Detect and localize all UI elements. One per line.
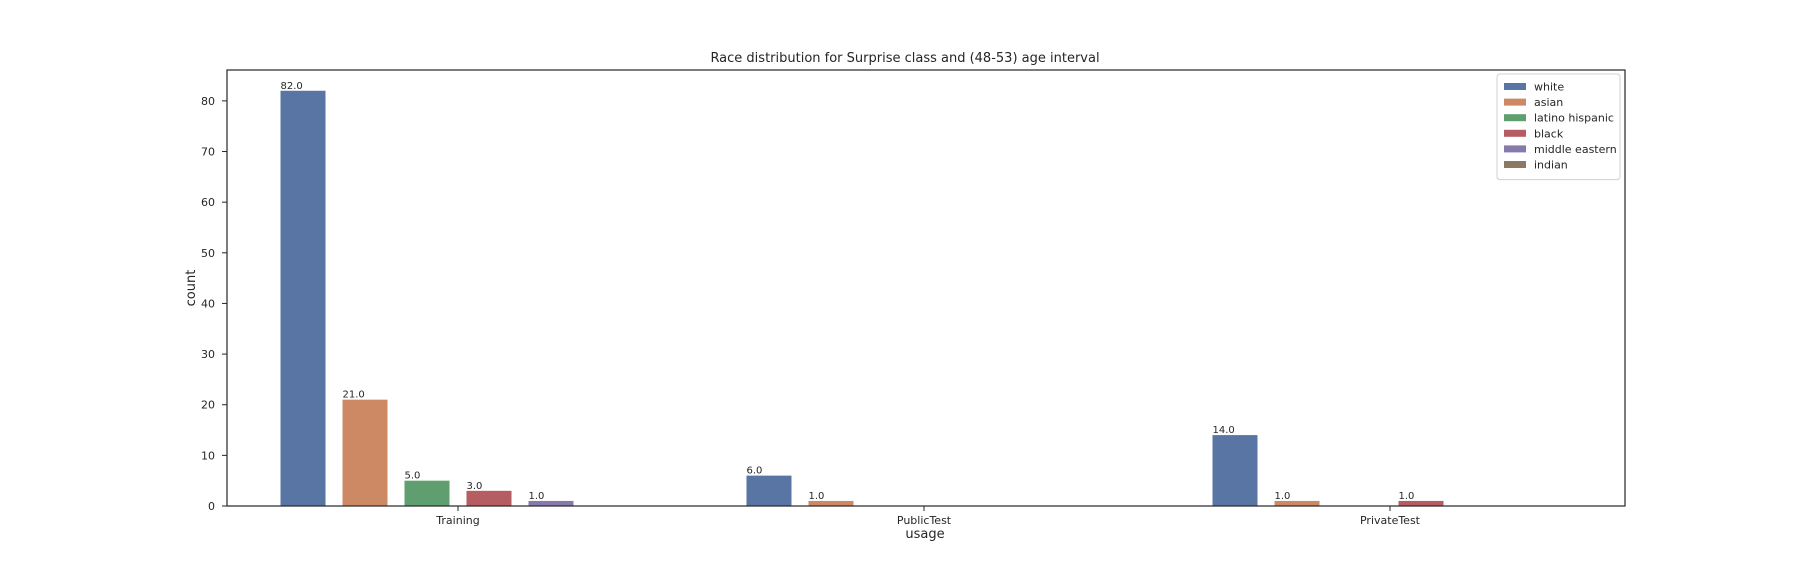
bar-value-label: 3.0 (467, 481, 483, 492)
legend-label: latino hispanic (1534, 112, 1614, 125)
bar-white-training (280, 90, 326, 506)
x-tick-label: PublicTest (897, 514, 952, 527)
bar-value-label: 21.0 (343, 390, 365, 401)
legend: white asian latino hispanic black middle eas… (1496, 73, 1621, 181)
chart-title: Race distribution for Surprise class and… (710, 51, 1099, 66)
x-tick-label: Training (435, 514, 479, 527)
bar-latino-hispanic-training (404, 480, 450, 506)
y-tick-label: 0 (208, 500, 215, 513)
x-tick-label: PrivateTest (1360, 514, 1421, 527)
bar-middle-eastern-training (528, 500, 574, 506)
y-tick-label: 30 (201, 348, 215, 361)
y-axis: 0 10 20 30 40 50 60 70 80 (201, 95, 227, 513)
plot-frame (226, 69, 1626, 507)
legend-label: indian (1534, 159, 1568, 172)
bar-value-label: 5.0 (405, 471, 421, 482)
bar-asian-privatetest (1274, 500, 1320, 506)
legend-swatch (1504, 114, 1526, 122)
y-tick-label: 40 (201, 297, 215, 310)
y-tick-label: 70 (201, 146, 215, 159)
y-tick-label: 50 (201, 247, 215, 260)
legend-swatch (1504, 145, 1526, 153)
bar-series-group (280, 90, 1444, 506)
y-tick-label: 20 (201, 399, 215, 412)
bar-value-label: 1.0 (1399, 491, 1415, 502)
legend-swatch (1504, 129, 1526, 137)
bar-white-privatetest (1212, 435, 1258, 506)
bar-value-label: 82.0 (281, 81, 303, 92)
y-axis-label: count (184, 270, 199, 307)
bar-value-label: 1.0 (1275, 491, 1291, 502)
legend-swatch (1504, 98, 1526, 106)
legend-swatch (1504, 83, 1526, 90)
x-axis: Training PublicTest PrivateTest (435, 506, 1421, 527)
bar-black-privatetest (1398, 500, 1444, 506)
bar-white-publictest (746, 475, 792, 506)
bar-asian-training (342, 399, 388, 506)
y-tick-label: 80 (201, 95, 215, 108)
bar-black-training (466, 490, 512, 506)
legend-label: white (1534, 81, 1564, 94)
x-axis-label: usage (905, 527, 944, 542)
bar-value-label: 6.0 (747, 466, 763, 477)
bar-value-label: 1.0 (529, 491, 545, 502)
legend-label: middle eastern (1534, 143, 1617, 156)
y-tick-label: 10 (201, 449, 215, 462)
legend-label: black (1534, 127, 1564, 140)
bar-asian-publictest (808, 500, 854, 506)
bar-data-labels: 82.0 6.0 14.0 21.0 1.0 1.0 5.0 3.0 1.0 1.0 (281, 81, 1415, 502)
legend-label: asian (1534, 96, 1563, 109)
legend-swatch (1504, 161, 1526, 168)
bar-value-label: 14.0 (1213, 425, 1235, 436)
legend-box (1496, 73, 1621, 181)
bar-value-label: 1.0 (809, 491, 825, 502)
y-tick-label: 60 (201, 196, 215, 209)
